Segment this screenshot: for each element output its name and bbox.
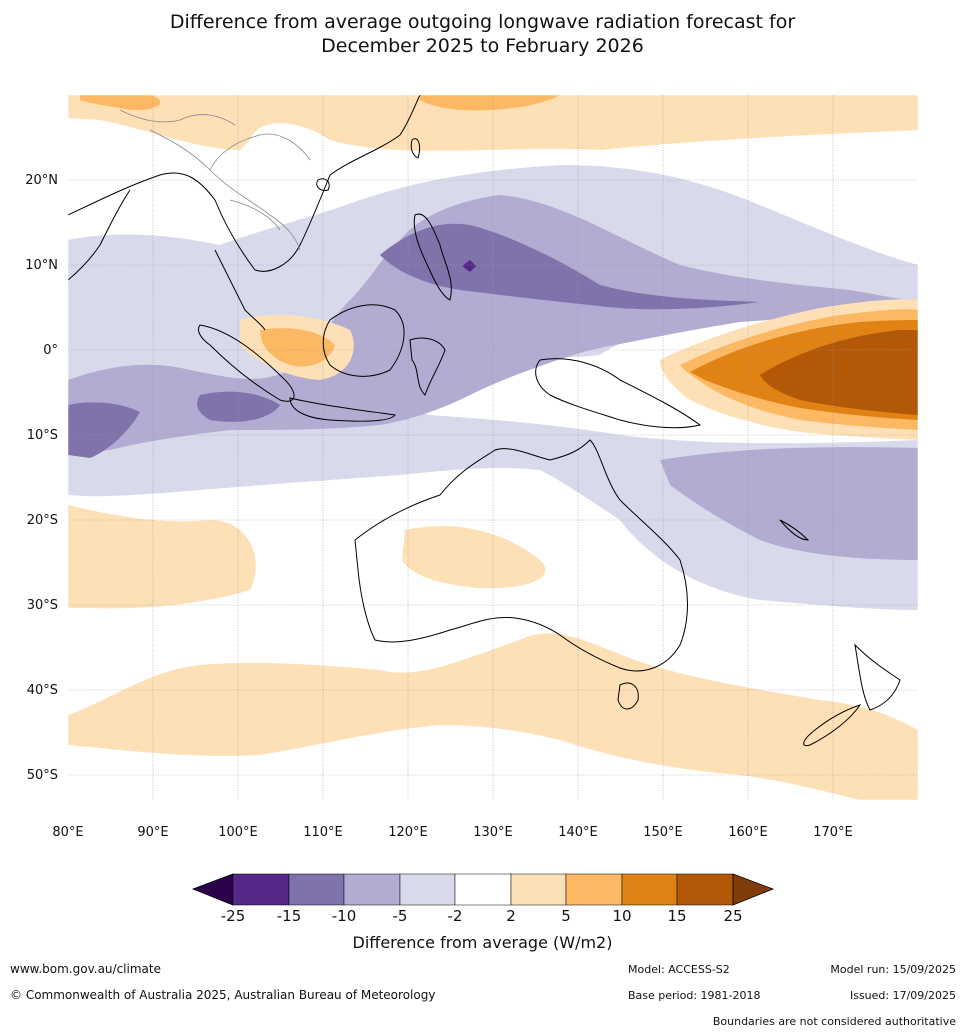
title-line-2: December 2025 to February 2026 [321,35,644,57]
java-coastline [289,397,396,422]
lon-label: 80°E [52,825,83,840]
lat-label: 10°N [25,258,58,273]
colorbar-tick-label: -15 [276,907,302,925]
colorbar [191,873,775,906]
anomaly-pos2-south [68,633,918,800]
anomaly-neg20-spot [462,260,476,272]
coastlines [68,95,901,747]
colorbar-bin [510,873,567,906]
title-line-1: Difference from average outgoing longwav… [169,11,796,33]
lat-label: 10°S [27,428,58,443]
anomaly-pos5-taiwan [420,95,560,111]
new-caledonia-coastline [779,519,810,541]
copyright-notice: © Commonwealth of Australia 2025, Austra… [10,988,436,1002]
malay-peninsula-coastline [214,249,266,331]
anomaly-pos2-south-west [68,505,256,609]
colorbar-tick-label: 2 [506,907,516,925]
philippines-coastline [413,213,452,301]
anomaly-neg10-west [80,252,210,290]
colorbar-title: Difference from average (W/m2) [352,933,613,952]
latitude-labels: 20°N 10°N 0° 10°S 20°S 30°S 40°S 50°S [25,173,58,783]
anomaly-layer [68,95,918,800]
anomaly-pos5-borneo [260,328,335,367]
base-period: Base period: 1981-2018 [628,989,761,1002]
colorbar-bin [288,873,345,906]
longitude-labels: 80°E 90°E 100°E 110°E 120°E 130°E 140°E … [52,825,852,840]
lon-label: 130°E [473,825,513,840]
lat-label: 20°N [25,173,58,188]
colorbar-bin [565,873,623,906]
australia-coastline [354,439,688,672]
lon-label: 90°E [137,825,168,840]
anomaly-pos15-pacific [760,330,918,415]
india-coastline [68,189,131,281]
new-zealand-north-coastline [854,643,901,711]
lon-label: 170°E [813,825,853,840]
country-borders [119,109,311,251]
colorbar-arrow-low [191,873,234,906]
colorbar-tick-label: 25 [723,907,743,925]
anomaly-neg15-sumatra [197,391,280,422]
colorbar-bin [232,873,290,906]
anomaly-neg15-philippines [380,223,760,310]
hainan-coastline [316,178,330,191]
forecast-map: 20°N 10°N 0° 10°S 20°S 30°S 40°S 50°S 80… [25,94,919,840]
anomaly-pos5-north [80,95,161,111]
lon-label: 110°E [303,825,343,840]
lat-label: 40°S [27,683,58,698]
borneo-coastline [322,304,405,377]
chart-title: Difference from average outgoing longwav… [0,10,965,58]
new-guinea-coastline [535,358,702,429]
asia-coastline [68,95,421,272]
colorbar-arrow-high [732,873,775,906]
sulawesi-coastline [409,337,446,396]
lon-label: 140°E [558,825,598,840]
lat-label: 20°S [27,513,58,528]
new-zealand-south-coastline [803,704,862,747]
issued-date: Issued: 17/09/2025 [849,989,956,1002]
lon-label: 160°E [728,825,768,840]
colorbar-bin [399,873,456,906]
colorbar-tick-label: -2 [447,907,463,925]
website-link[interactable]: www.bom.gov.au/climate [10,962,161,976]
colorbar-bin [676,873,734,906]
colorbar-tick-label: 5 [561,907,571,925]
colorbar-tick-label: 10 [612,907,632,925]
lat-label: 30°S [27,598,58,613]
lat-label: 50°S [27,768,58,783]
anomaly-neg10-south-pacific [660,447,918,560]
model-run-date: Model run: 15/09/2025 [830,963,956,976]
lon-label: 100°E [218,825,258,840]
colorbar-bin [621,873,678,906]
colorbar-bin [454,873,512,906]
colorbar-tick-label: 15 [667,907,687,925]
colorbar-tick-label: -10 [331,907,357,925]
lon-label: 120°E [388,825,428,840]
lon-label: 150°E [643,825,683,840]
taiwan-coastline [410,138,421,159]
map-frame [67,94,919,801]
anomaly-neg15-indian [68,402,140,458]
colorbar-tick-label: -25 [220,907,246,925]
boundaries-disclaimer: Boundaries are not considered authoritat… [712,1015,956,1028]
colorbar-bin [343,873,401,906]
model-name: Model: ACCESS-S2 [628,963,730,976]
sumatra-coastline [197,324,295,402]
graticule [68,95,918,800]
lat-label: 0° [43,343,58,358]
colorbar-tick-label: -5 [392,907,408,925]
anomaly-pos2-australia [402,525,546,589]
tasmania-coastline [617,682,639,710]
